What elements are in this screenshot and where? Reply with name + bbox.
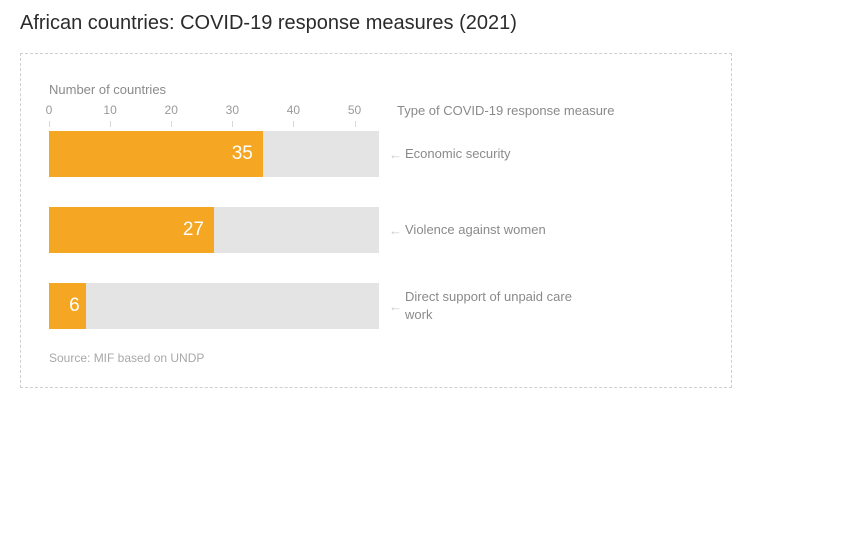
x-tick-line (355, 121, 356, 127)
x-tick-line (293, 121, 294, 127)
x-tick: 50 (348, 103, 361, 117)
bar-row: 27 ←Violence against women (49, 207, 703, 253)
y-axis-label: Number of countries (49, 82, 703, 97)
x-tick: 0 (46, 103, 53, 117)
arrow-icon: ← (379, 147, 405, 162)
bar-track: 6 (49, 283, 379, 329)
bar-track: 35 (49, 131, 379, 177)
x-tick: 40 (287, 103, 300, 117)
x-tick-line (49, 121, 50, 127)
arrow-icon: ← (379, 223, 405, 238)
bar-fill: 27 (49, 207, 214, 253)
x-axis-row: 0 10 20 30 40 50 Type of COVID-19 response me… (49, 103, 703, 131)
bars-group: 35←Economic security27←Violence against … (49, 131, 703, 329)
bar-row: 35 ←Economic security (49, 131, 703, 177)
x-tick: 30 (226, 103, 239, 117)
category-label: Direct support of unpaid care work (405, 288, 585, 323)
category-label: Economic security (405, 145, 510, 163)
chart-title: African countries: COVID-19 response mea… (20, 12, 830, 35)
x-tick-line (232, 121, 233, 127)
bar-fill: 6 (49, 283, 86, 329)
x-tick-line (171, 121, 172, 127)
plot-area: 0 10 20 30 40 50 Type of COVID-19 response me… (49, 103, 703, 329)
bar-fill: 35 (49, 131, 263, 177)
x-tick: 20 (165, 103, 178, 117)
bar-track: 27 (49, 207, 379, 253)
source-text: Source: MIF based on UNDP (49, 351, 703, 365)
chart-container: Number of countries 0 10 20 30 40 50 Type of … (20, 53, 732, 388)
x-axis: 0 10 20 30 40 50 (49, 103, 379, 131)
x-tick: 10 (103, 103, 116, 117)
arrow-icon: ← (379, 299, 405, 314)
bar-row: 6 ←Direct support of unpaid care work (49, 283, 703, 329)
category-label: Violence against women (405, 221, 546, 239)
x-tick-line (110, 121, 111, 127)
legend-title: Type of COVID-19 response measure (379, 103, 615, 120)
